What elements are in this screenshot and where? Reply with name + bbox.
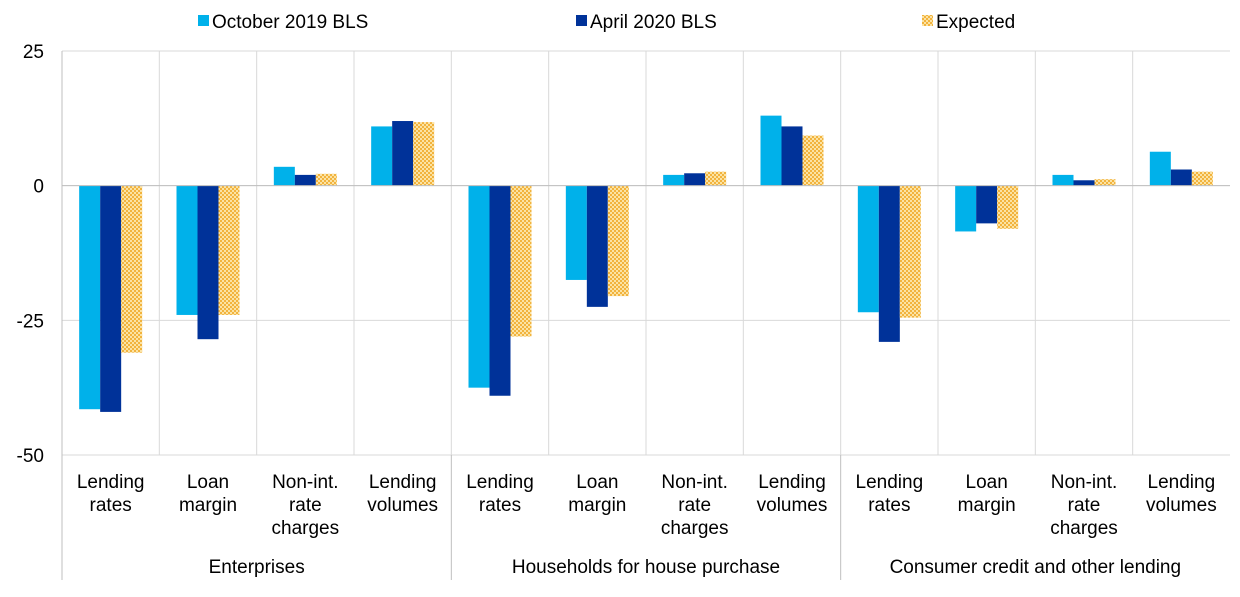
category-labels: Lending rates Loan margin Non-int. rate charge… xyxy=(77,472,1217,539)
bar-april-2020-bls xyxy=(294,174,316,186)
category-label: Lending rates xyxy=(466,472,534,516)
bar-october-2019-bls xyxy=(468,185,490,388)
bar-october-2019-bls xyxy=(565,185,587,280)
bar-expected xyxy=(218,185,240,315)
bar-october-2019-bls xyxy=(857,185,879,313)
bars xyxy=(79,115,1213,412)
bar-april-2020-bls xyxy=(1170,169,1192,186)
legend-label: October 2019 BLS xyxy=(212,12,368,33)
bar-april-2020-bls xyxy=(586,185,608,307)
category-label: Lending volumes xyxy=(1146,472,1217,516)
y-axis-tick-labels: 25 0 -25 -50 xyxy=(17,42,44,467)
bar-october-2019-bls xyxy=(760,115,782,186)
bar-expected xyxy=(899,185,921,318)
y-tick-label: 0 xyxy=(33,177,44,198)
y-tick-label: 25 xyxy=(23,42,44,63)
group-labels: Enterprises Households for house purchase… xyxy=(209,557,1181,578)
category-label: Loan margin xyxy=(179,472,237,516)
legend: October 2019 BLS April 2020 BLS Expected xyxy=(198,12,1015,33)
bar-expected xyxy=(121,185,143,353)
bar-expected xyxy=(607,185,629,297)
legend-swatch xyxy=(922,15,933,26)
y-tick-label: -25 xyxy=(17,311,44,332)
bar-october-2019-bls xyxy=(955,185,977,232)
bar-april-2020-bls xyxy=(1073,180,1095,186)
bar-expected xyxy=(705,171,727,186)
bar-april-2020-bls xyxy=(392,121,414,186)
category-label: Non-int. rate charges xyxy=(1050,472,1118,539)
bar-expected xyxy=(802,135,824,186)
category-label: Lending volumes xyxy=(367,472,438,516)
bar-october-2019-bls xyxy=(1052,174,1074,186)
bar-april-2020-bls xyxy=(100,185,122,412)
bar-april-2020-bls xyxy=(197,185,219,340)
bar-october-2019-bls xyxy=(79,185,101,410)
legend-swatch xyxy=(576,15,587,26)
bar-expected xyxy=(315,173,337,186)
bar-october-2019-bls xyxy=(176,185,198,315)
bar-expected xyxy=(510,185,532,337)
bar-april-2020-bls xyxy=(781,126,803,186)
legend-label: April 2020 BLS xyxy=(590,12,717,33)
bar-october-2019-bls xyxy=(273,166,295,186)
group-label: Households for house purchase xyxy=(512,557,780,578)
bar-october-2019-bls xyxy=(663,174,685,186)
group-label: Enterprises xyxy=(209,557,305,578)
bar-october-2019-bls xyxy=(1149,151,1171,186)
legend-swatch xyxy=(198,15,209,26)
category-label: Lending rates xyxy=(856,472,924,516)
bar-april-2020-bls xyxy=(878,185,900,342)
category-label: Non-int. rate charges xyxy=(272,472,340,539)
legend-label: Expected xyxy=(936,12,1015,33)
category-label: Loan margin xyxy=(958,472,1016,516)
category-label: Non-int. rate charges xyxy=(661,472,729,539)
category-label: Loan margin xyxy=(568,472,626,516)
axes xyxy=(61,51,1230,580)
y-tick-label: -50 xyxy=(17,446,44,467)
bar-april-2020-bls xyxy=(684,173,706,186)
category-label: Lending volumes xyxy=(757,472,828,516)
bar-april-2020-bls xyxy=(489,185,511,396)
bar-expected xyxy=(413,122,435,186)
bar-expected xyxy=(1094,179,1116,186)
bar-april-2020-bls xyxy=(976,185,998,224)
group-label: Consumer credit and other lending xyxy=(890,557,1182,578)
bar-expected xyxy=(1191,171,1213,186)
category-label: Lending rates xyxy=(77,472,145,516)
bar-expected xyxy=(997,185,1019,229)
bar-october-2019-bls xyxy=(371,126,393,186)
